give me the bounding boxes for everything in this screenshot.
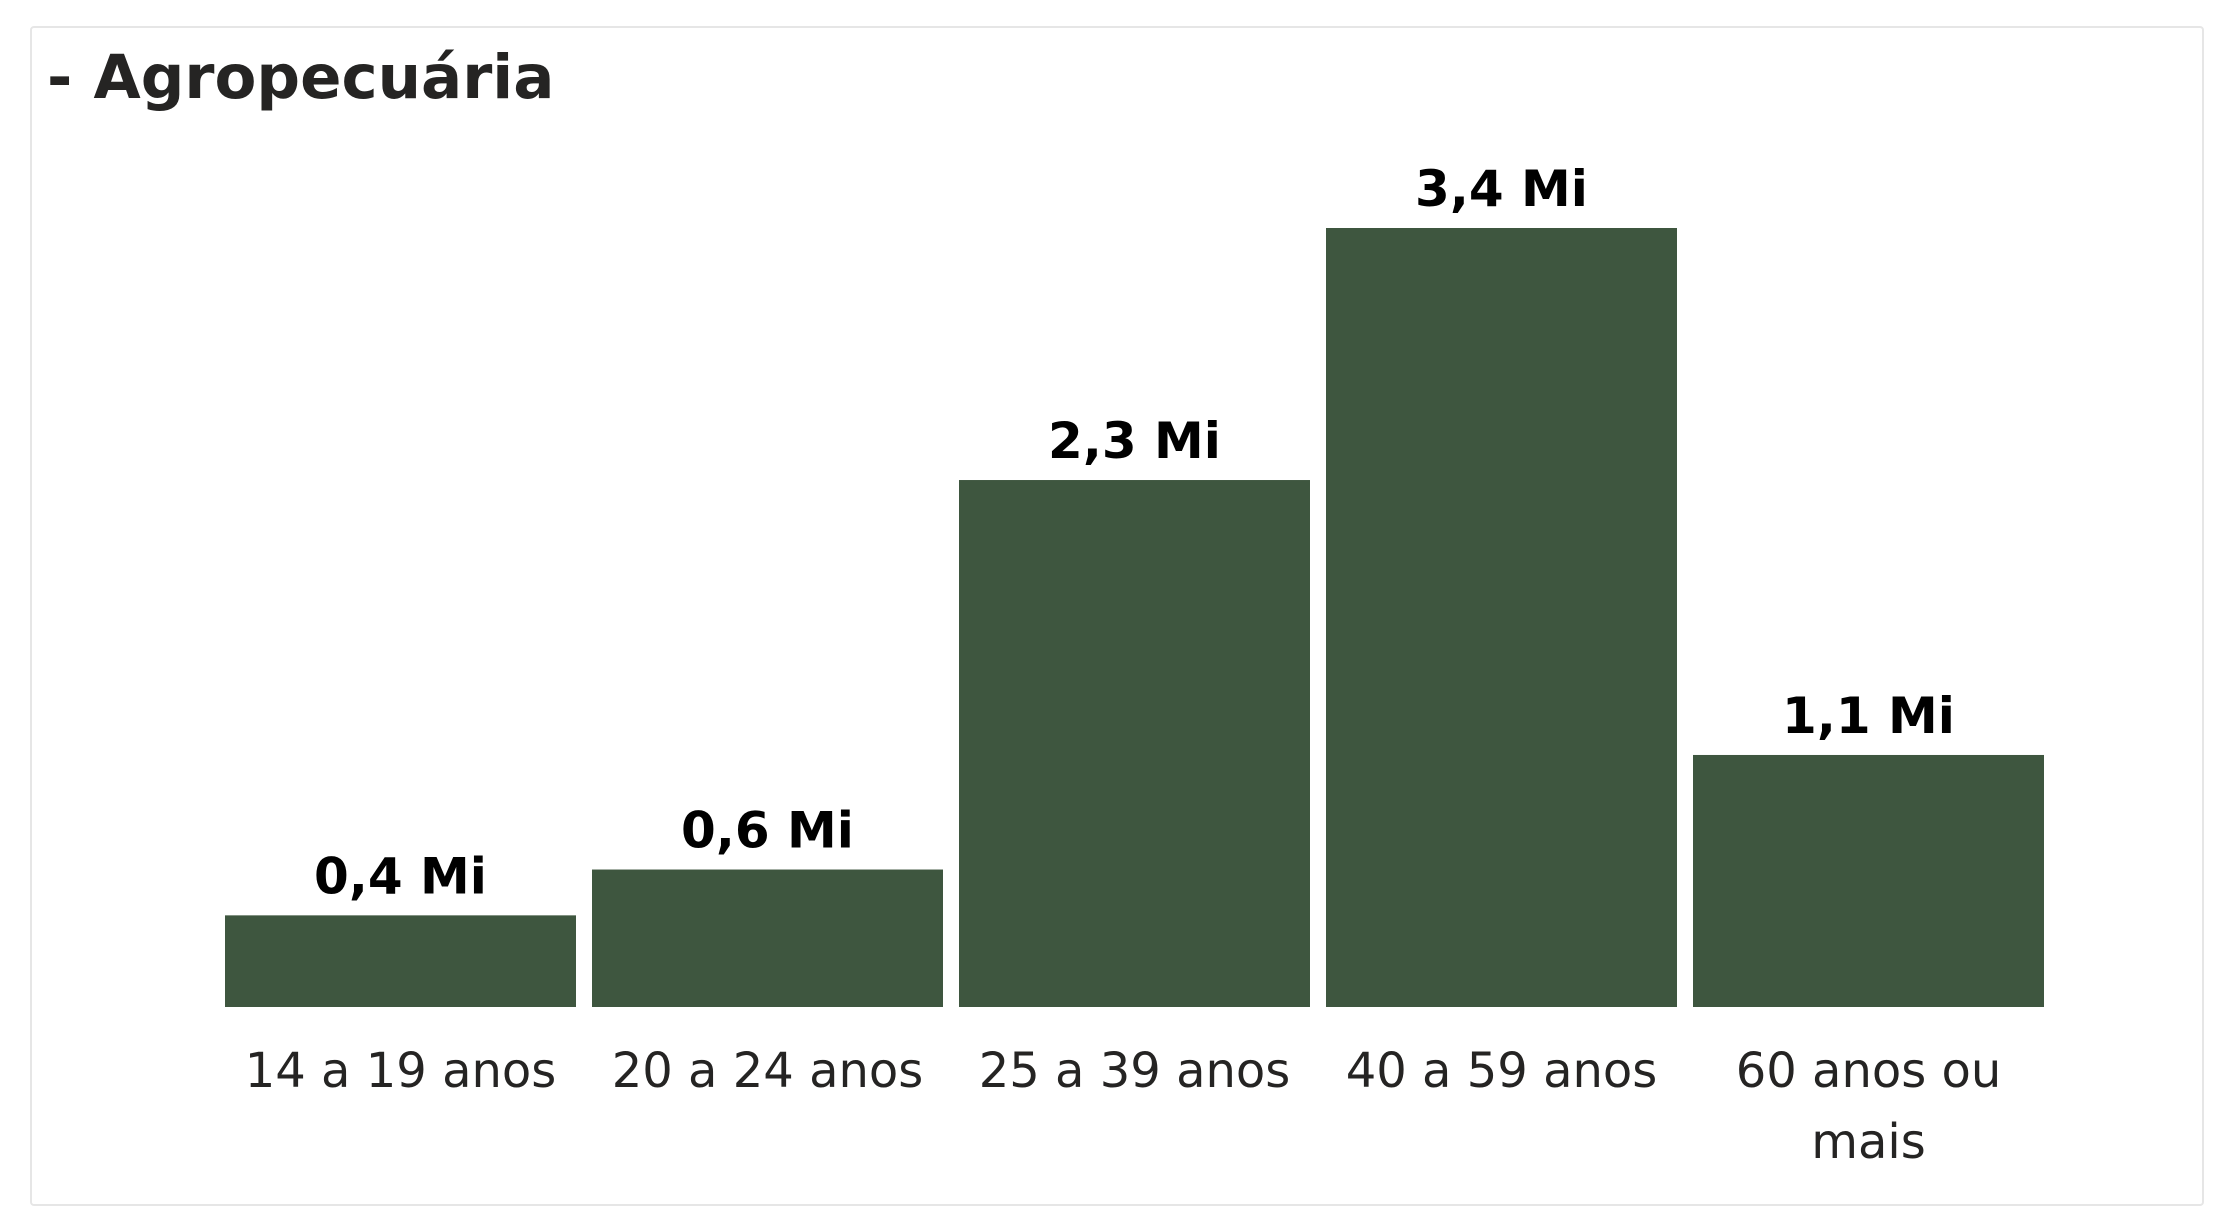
bar-2[interactable] — [959, 480, 1310, 1007]
data-label-1: 0,6 Mi — [681, 802, 854, 860]
bar-chart: 0,4 Mi 14 a 19 anos 0,6 Mi 20 a 24 anos 2,3 … — [225, 160, 2044, 1170]
data-label-2: 2,3 Mi — [1048, 412, 1221, 470]
data-label-0: 0,4 Mi — [314, 847, 487, 905]
category-label-1: 20 a 24 anos — [612, 1043, 924, 1099]
category-label-2: 25 a 39 anos — [979, 1043, 1291, 1099]
bar-1[interactable] — [592, 869, 943, 1007]
category-label-3: 40 a 59 anos — [1346, 1043, 1658, 1099]
bar-0[interactable] — [225, 915, 576, 1007]
bar-4[interactable] — [1693, 754, 2044, 1007]
bar-3[interactable] — [1326, 228, 1677, 1007]
category-label-0: 14 a 19 anos — [245, 1043, 557, 1099]
category-label-4-line-0: 60 anos ou — [1736, 1043, 2002, 1099]
data-label-3: 3,4 Mi — [1415, 160, 1588, 218]
chart-title: - Agropecuária — [47, 42, 555, 113]
category-label-4-line-1: mais — [1811, 1114, 1926, 1170]
data-label-4: 1,1 Mi — [1782, 687, 1955, 745]
